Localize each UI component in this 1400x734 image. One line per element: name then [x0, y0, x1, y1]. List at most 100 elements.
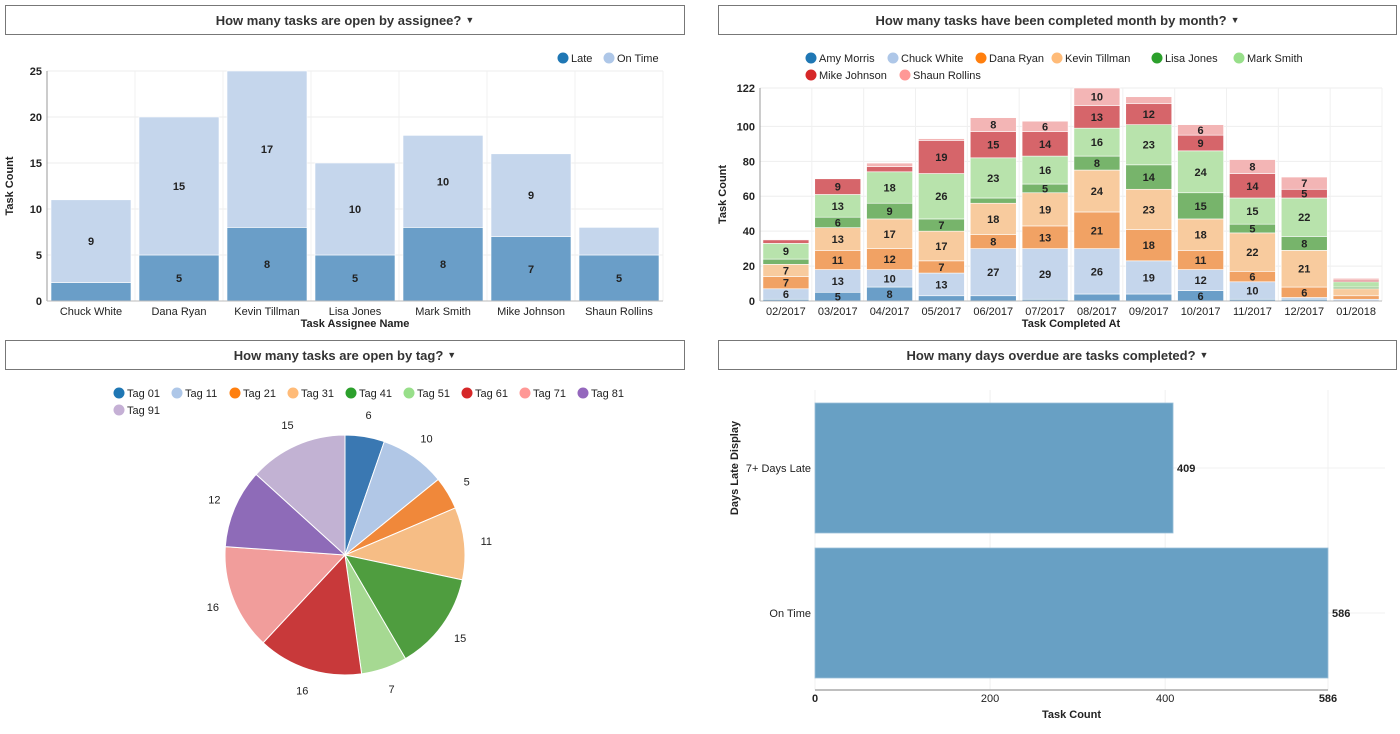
legend-item[interactable]: On Time — [603, 52, 659, 66]
panel-title-open-by-tag[interactable]: How many tasks are open by tag? ▼ — [5, 340, 685, 370]
legend-item[interactable]: Chuck White — [887, 52, 964, 66]
legend-swatch-icon — [229, 387, 241, 399]
y-tick-label: On Time — [769, 608, 811, 620]
legend-item[interactable]: Tag 81 — [577, 387, 625, 401]
data-label: 23 — [1143, 140, 1155, 152]
legend-item[interactable]: Tag 41 — [345, 387, 393, 401]
pie-label: 16 — [207, 602, 219, 614]
data-label: 8 — [1249, 162, 1255, 174]
legend-swatch-icon — [899, 69, 911, 81]
x-tick-label: 11/2017 — [1233, 306, 1272, 318]
x-tick-label: 12/2017 — [1284, 306, 1324, 318]
data-label: 10 — [883, 273, 895, 285]
data-label: 6 — [1249, 272, 1255, 284]
data-label: 17 — [935, 241, 947, 253]
bar-segment-mike-johnson — [969, 131, 1017, 159]
legend-item[interactable]: Tag 11 — [171, 387, 218, 401]
data-label: 13 — [832, 201, 844, 213]
legend-label: Chuck White — [901, 53, 963, 65]
legend-item[interactable]: Late — [557, 52, 593, 66]
legend-item[interactable]: Lisa Jones — [1151, 52, 1219, 66]
x-tick-label: Shaun Rollins — [585, 306, 653, 318]
legend-swatch-icon — [805, 52, 817, 64]
legend-swatch-icon — [975, 52, 987, 64]
data-label: 18 — [1194, 230, 1206, 242]
legend-item[interactable]: Tag 31 — [287, 387, 335, 401]
y-tick-label: 5 — [36, 250, 42, 262]
data-label: 11 — [1195, 255, 1207, 267]
panel-title-days-overdue[interactable]: How many days overdue are tasks complete… — [718, 340, 1397, 370]
data-label: 15 — [173, 181, 185, 193]
bar — [814, 402, 1174, 534]
data-label: 13 — [832, 276, 844, 288]
data-label: 9 — [835, 182, 841, 194]
pie-label: 10 — [420, 434, 432, 446]
legend-swatch-icon — [1051, 52, 1063, 64]
panel-title-completed-monthly[interactable]: How many tasks have been completed month… — [718, 5, 1397, 35]
legend-swatch-icon — [519, 387, 531, 399]
legend-swatch-icon — [171, 387, 183, 399]
data-label: 8 — [990, 120, 996, 132]
legend-item[interactable]: Tag 61 — [461, 387, 509, 401]
panel-title-open-by-assignee[interactable]: How many tasks are open by assignee? ▼ — [5, 5, 685, 35]
data-label: 18 — [1143, 240, 1155, 252]
legend-item[interactable]: Shaun Rollins — [899, 69, 982, 83]
data-label: 16 — [1039, 165, 1051, 177]
legend-item[interactable]: Tag 51 — [403, 387, 451, 401]
legend-swatch-icon — [113, 387, 125, 399]
legend-item[interactable]: Tag 21 — [229, 387, 277, 401]
legend-item[interactable]: Tag 01 — [113, 387, 161, 401]
data-label: 8 — [264, 259, 270, 271]
caret-down-icon: ▼ — [447, 350, 457, 360]
panel-title-text: How many tasks are open by tag? — [233, 347, 444, 363]
data-label: 9 — [1198, 138, 1204, 150]
bar-segment-mike-johnson — [918, 140, 965, 174]
data-label: 5 — [1301, 189, 1307, 201]
legend-item[interactable]: Mike Johnson — [805, 69, 887, 83]
data-label: 5 — [176, 273, 182, 285]
legend-swatch-icon — [113, 404, 125, 416]
bar-segment-shaun-rollins — [969, 117, 1017, 132]
bar-segment-kevin-tillman — [1229, 232, 1276, 272]
data-label: 8 — [887, 289, 893, 301]
data-label: 21 — [1298, 264, 1310, 276]
legend-item[interactable]: Amy Morris — [805, 52, 876, 66]
data-label: 9 — [528, 190, 534, 202]
bar-segment-mark-smith — [1332, 281, 1380, 288]
bar-segment-kevin-tillman — [1332, 288, 1380, 297]
legend-swatch-icon — [887, 52, 899, 64]
legend-label: Kevin Tillman — [1065, 53, 1130, 65]
bar-segment-mike-johnson — [762, 239, 810, 244]
x-tick-label: 05/2017 — [922, 306, 962, 318]
legend-swatch-icon — [1233, 52, 1245, 64]
bar-segment-shaun-rollins — [866, 162, 913, 167]
caret-down-icon: ▼ — [1230, 15, 1240, 25]
legend-label: Late — [571, 53, 592, 65]
data-label: 27 — [987, 267, 999, 279]
bar-segment-mark-smith — [969, 157, 1017, 199]
data-label: 17 — [261, 144, 273, 156]
data-label: 10 — [1246, 286, 1258, 298]
y-tick-label: 7+ Days Late — [746, 463, 811, 475]
bar-segment-late — [314, 254, 396, 302]
data-label: 9 — [783, 246, 789, 258]
legend-item[interactable]: Tag 71 — [519, 387, 567, 401]
data-label: 9 — [887, 206, 893, 218]
legend-item[interactable]: Kevin Tillman — [1051, 52, 1131, 66]
bar-segment-kevin-tillman — [1073, 169, 1121, 213]
legend-item[interactable]: Dana Ryan — [975, 52, 1045, 66]
legend-swatch-icon — [403, 387, 415, 399]
legend-item[interactable]: Tag 91 — [113, 404, 161, 418]
y-tick-label: 40 — [743, 226, 755, 238]
legend-label: Tag 21 — [243, 388, 276, 400]
legend-label: Amy Morris — [819, 53, 875, 65]
bar-segment-lisa-jones — [1177, 192, 1224, 220]
data-label: 26 — [935, 191, 947, 203]
bar-segment-on-time — [226, 70, 308, 228]
bar-segment-dana-ryan — [1125, 229, 1173, 262]
legend-item[interactable]: Mark Smith — [1233, 52, 1303, 66]
y-axis-title: Days Late Display — [729, 420, 741, 515]
data-label: 5 — [352, 273, 358, 285]
legend-label: Lisa Jones — [1165, 53, 1218, 65]
